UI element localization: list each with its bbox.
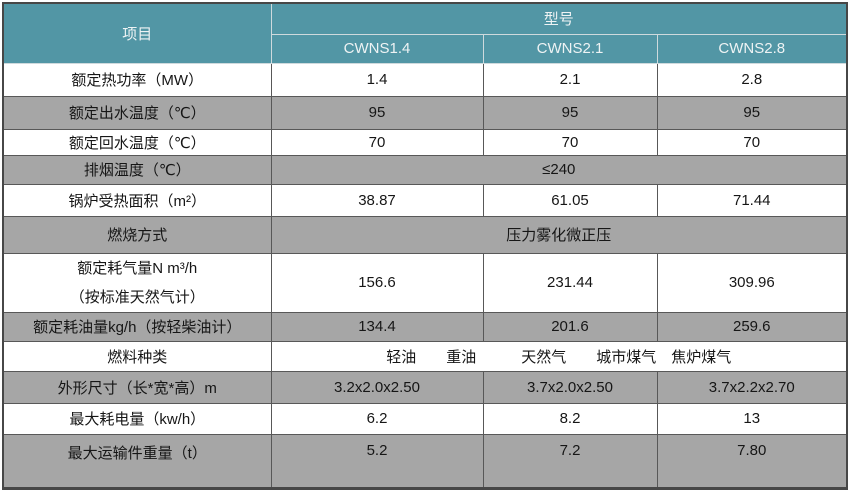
value-cell: 70 (656, 128, 848, 156)
row-label: 燃料种类 (2, 340, 272, 372)
value-cell: 259.6 (656, 311, 848, 342)
table-row: 最大耗电量（kw/h） 6.2 8.2 13 (2, 402, 848, 435)
value-cell: 13 (656, 402, 848, 435)
value-cell: 134.4 (270, 311, 484, 342)
row-label: 排烟温度（℃） (2, 154, 272, 185)
value-cell: 70 (482, 128, 658, 156)
row-label-line1: 额定耗气量N m³/h (77, 259, 198, 277)
row-label: 燃烧方式 (2, 215, 272, 254)
column-header-model: CWNS1.4 (270, 33, 484, 64)
spec-table: 项目 型号 CWNS1.4 CWNS2.1 CWNS2.8 额定热功率（MW） 1… (2, 2, 848, 490)
table-row: 排烟温度（℃） ≤240 (2, 154, 848, 185)
value-cell: 95 (656, 95, 848, 130)
row-label: 最大运输件重量（t） (2, 433, 272, 489)
value-cell: 61.05 (482, 183, 658, 217)
value-cell: 309.96 (656, 252, 848, 313)
header-row-models: CWNS1.4 CWNS2.1 CWNS2.8 (3, 33, 848, 64)
column-header-model: CWNS2.8 (656, 33, 848, 64)
table-row: 额定出水温度（℃） 95 95 95 (2, 95, 848, 130)
value-cell: 156.6 (270, 252, 484, 313)
value-cell: 6.2 (270, 402, 484, 435)
row-label: 额定耗油量kg/h（按轻柴油计） (2, 311, 272, 342)
header-row-top: 项目 型号 (2, 2, 848, 64)
value-cell: 2.8 (656, 62, 848, 97)
table-row: 额定耗油量kg/h（按轻柴油计） 134.4 201.6 259.6 (2, 311, 848, 342)
table-row: 锅炉受热面积（m²） 38.87 61.05 71.44 (2, 183, 848, 217)
row-label: 额定耗气量N m³/h （按标准天然气计） (2, 252, 272, 313)
row-label: 额定出水温度（℃） (2, 95, 272, 130)
table-row: 外形尺寸（长*宽*高）m 3.2x2.0x2.50 3.7x2.0x2.50 3.7x… (2, 370, 848, 404)
value-cell: 3.7x2.2x2.70 (656, 370, 848, 404)
spec-table-body: 额定热功率（MW） 1.4 2.1 2.8 额定出水温度（℃） 95 95 95 额定回水温度（… (2, 62, 848, 489)
span-value-cell: ≤240 (270, 154, 848, 185)
table-row: 额定热功率（MW） 1.4 2.1 2.8 (2, 62, 848, 97)
value-cell: 231.44 (482, 252, 658, 313)
span-value-cell: 轻油 重油 天然气 城市煤气 焦炉煤气 (270, 340, 848, 372)
table-row: 最大运输件重量（t） 5.2 7.2 7.80 (2, 433, 848, 489)
value-cell: 201.6 (482, 311, 658, 342)
value-cell: 2.1 (482, 62, 658, 97)
row-label: 最大耗电量（kw/h） (2, 402, 272, 435)
spec-table-header: 项目 型号 CWNS1.4 CWNS2.1 CWNS2.8 (2, 2, 848, 64)
value-cell: 70 (270, 128, 484, 156)
span-value-cell: 压力雾化微正压 (270, 215, 848, 254)
column-header-item: 项目 (2, 2, 272, 64)
table-row: 额定耗气量N m³/h （按标准天然气计） 156.6 231.44 309.96 (2, 252, 848, 313)
row-label: 额定热功率（MW） (2, 62, 272, 97)
value-cell: 71.44 (656, 183, 848, 217)
row-label: 锅炉受热面积（m²） (2, 183, 272, 217)
value-cell: 3.2x2.0x2.50 (270, 370, 484, 404)
value-cell: 3.7x2.0x2.50 (482, 370, 658, 404)
table-row: 燃烧方式 压力雾化微正压 (2, 215, 848, 254)
value-cell: 5.2 (270, 433, 484, 489)
row-label-line2: （按标准天然气计） (69, 288, 205, 306)
table-row: 额定回水温度（℃） 70 70 70 (2, 128, 848, 156)
table-row: 燃料种类 轻油 重油 天然气 城市煤气 焦炉煤气 (2, 340, 848, 372)
value-cell: 7.2 (482, 433, 658, 489)
value-cell: 95 (482, 95, 658, 130)
column-header-model-group: 型号 (270, 2, 848, 35)
row-label: 额定回水温度（℃） (2, 128, 272, 156)
column-header-model: CWNS2.1 (482, 33, 658, 64)
value-cell: 95 (270, 95, 484, 130)
row-label: 外形尺寸（长*宽*高）m (2, 370, 272, 404)
value-cell: 1.4 (270, 62, 484, 97)
value-cell: 38.87 (270, 183, 484, 217)
value-cell: 7.80 (656, 433, 848, 489)
value-cell: 8.2 (482, 402, 658, 435)
